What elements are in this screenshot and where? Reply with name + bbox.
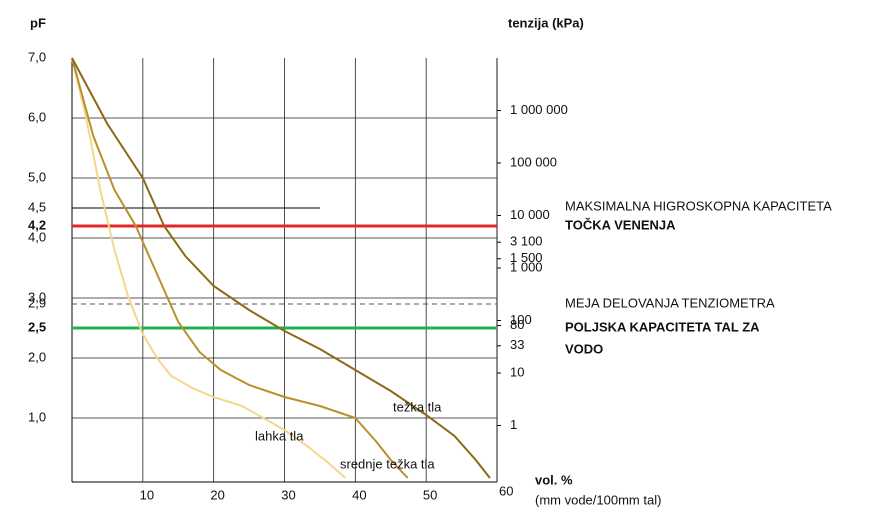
x-tick-label: 30 [281,487,295,502]
y2-tick-label: 10 000 [510,207,550,222]
x-tick-label: 60 [499,483,513,498]
y-tick-label: 4,5 [28,199,46,214]
series-line [71,57,347,479]
y2-tick-label: 1 000 000 [510,102,568,117]
series-label: srednje težka tla [340,456,435,471]
reference-label: POLJSKA KAPACITETA TAL ZA [565,319,760,334]
series-line [71,57,409,479]
y2-tick-label: 100 [510,312,532,327]
x-tick-label: 20 [210,487,224,502]
reference-label: MAKSIMALNA HIGROSKOPNA KAPACITETA [565,198,832,213]
y2-tick-label: 1 500 [510,250,543,265]
y-tick-label: 4,2 [28,217,46,232]
x-tick-label: 10 [140,487,154,502]
y-axis-title: pF [30,15,46,30]
reference-label: VODO [565,341,603,356]
y2-tick-label: 1 [510,417,517,432]
x-axis-subtitle: (mm vode/100mm tal) [535,492,661,507]
y-tick-label: 7,0 [28,49,46,64]
y-tick-label: 2,9 [28,295,46,310]
y2-tick-label: 33 [510,337,524,352]
series-line [71,57,491,479]
y-tick-label: 3,0 [28,289,46,304]
y-tick-label: 1,0 [28,409,46,424]
y-tick-label: 2,0 [28,349,46,364]
x-tick-label: 50 [423,487,437,502]
series-label: lahka tla [255,428,304,443]
y2-tick-label: 1 000 [510,259,543,274]
y2-tick-label: 100 000 [510,154,557,169]
y-tick-label: 5,0 [28,169,46,184]
x-axis-title: vol. % [535,472,573,487]
reference-label: TOČKA VENENJA [565,217,676,232]
y-tick-label: 4,0 [28,229,46,244]
y2-axis-title: tenzija (kPa) [508,15,584,30]
y-tick-label: 6,0 [28,109,46,124]
y2-tick-label: 10 [510,364,524,379]
y2-tick-label: 80 [510,317,524,332]
series-label: težka tla [393,399,442,414]
x-tick-label: 40 [352,487,366,502]
y-tick-label: 2,5 [28,319,46,334]
reference-label: MEJA DELOVANJA TENZIOMETRA [565,295,775,310]
y2-tick-label: 3 100 [510,234,543,249]
